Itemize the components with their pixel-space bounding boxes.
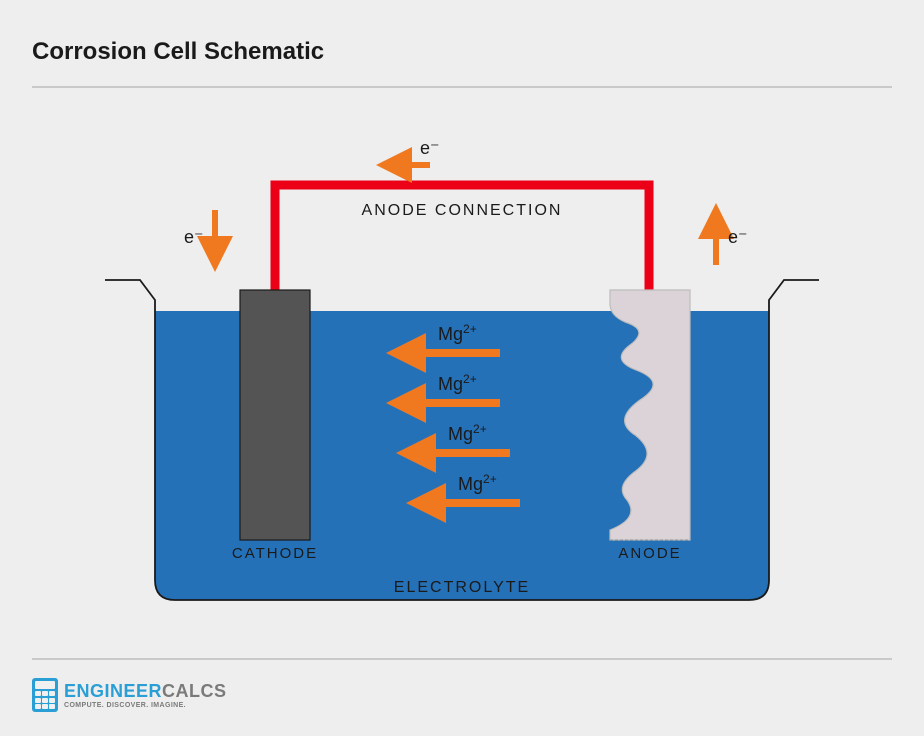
page-title: Corrosion Cell Schematic bbox=[32, 38, 324, 66]
divider-bottom bbox=[32, 658, 892, 660]
cathode-label: CATHODE bbox=[232, 545, 318, 562]
logo-tagline: COMPUTE. DISCOVER. IMAGINE. bbox=[64, 702, 227, 709]
electron-flow-cathode: e⁻ bbox=[184, 210, 215, 260]
calculator-icon bbox=[32, 678, 58, 712]
anode-connection-wire bbox=[275, 185, 649, 290]
anode-label: ANODE bbox=[618, 545, 681, 562]
cathode-electrode bbox=[240, 290, 310, 540]
electron-flow-top: e⁻ bbox=[388, 138, 440, 165]
electron-label-top: e⁻ bbox=[420, 138, 440, 158]
electron-label-anode: e⁻ bbox=[728, 227, 748, 247]
logo: ENGINEERCALCS COMPUTE. DISCOVER. IMAGINE… bbox=[32, 678, 227, 712]
divider-top bbox=[32, 86, 892, 88]
anode-connection-label: ANODE CONNECTION bbox=[362, 202, 563, 219]
electrolyte-label: ELECTROLYTE bbox=[394, 579, 530, 596]
logo-brand: ENGINEERCALCS bbox=[64, 682, 227, 700]
electron-flow-anode: e⁻ bbox=[716, 215, 748, 265]
electron-label-cathode: e⁻ bbox=[184, 227, 204, 247]
corrosion-cell-diagram: e⁻ e⁻ e⁻ Mg2+ Mg2+ Mg2+ Mg2+ ANODE CONNE… bbox=[0, 100, 924, 650]
